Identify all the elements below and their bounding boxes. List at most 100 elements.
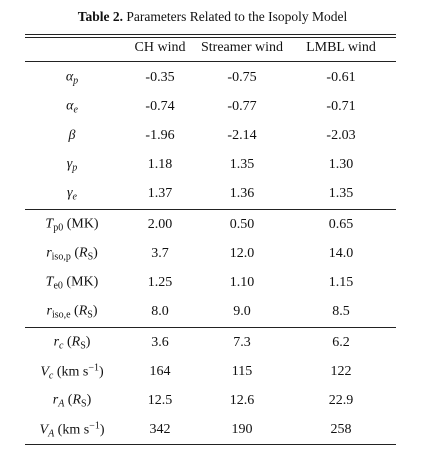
cell: 9.0	[233, 304, 251, 319]
label-part: α	[66, 98, 74, 114]
label-part: γ	[67, 185, 73, 201]
cell: 122	[330, 364, 352, 379]
label-part: (	[64, 392, 73, 408]
cell: -1.96	[145, 128, 175, 143]
label-part: (km s	[53, 364, 89, 380]
column-header: LMBL wind	[306, 40, 376, 55]
cell: 1.30	[328, 157, 354, 172]
cell: -0.77	[227, 99, 257, 114]
cell: 1.25	[147, 275, 173, 290]
cell: 1.35	[229, 157, 255, 172]
cell: 0.50	[229, 217, 255, 232]
row-label: αe	[66, 99, 78, 116]
label-part: T	[45, 216, 54, 232]
cell: 258	[330, 422, 352, 437]
table-caption: Table 2. Parameters Related to the Isopo…	[0, 9, 425, 25]
label-part: (MK)	[62, 274, 99, 290]
label-part: )	[86, 392, 92, 408]
label-part: R	[71, 334, 81, 350]
label-part: r	[46, 303, 52, 319]
label-part: c	[48, 370, 54, 382]
row-label: rA (RS)	[53, 393, 92, 410]
cell: 12.0	[229, 246, 255, 261]
label-part: −1	[88, 362, 99, 374]
cell: 1.35	[328, 186, 354, 201]
cell: 14.0	[328, 246, 354, 261]
row-label: riso,e (RS)	[46, 304, 97, 321]
label-part: V	[40, 364, 49, 380]
rule	[25, 61, 396, 62]
rule	[25, 327, 396, 328]
cell: 115	[231, 364, 253, 379]
label-part: S	[81, 398, 87, 410]
label-part: iso,p	[51, 251, 71, 263]
label-part: (	[70, 303, 79, 319]
top-rule	[25, 37, 396, 38]
label-part: )	[99, 422, 105, 438]
caption-text: Parameters Related to the Isopoly Model	[126, 9, 348, 24]
row-label: αp	[66, 70, 78, 87]
label-part: (	[63, 334, 72, 350]
column-header: Streamer wind	[200, 40, 284, 55]
label-part: e	[73, 104, 78, 116]
cell: 2.00	[147, 217, 173, 232]
label-part: )	[92, 303, 98, 319]
label-part: )	[98, 364, 104, 380]
label-part: γ	[66, 156, 73, 172]
label-part: e	[72, 191, 77, 203]
label-part: iso,e	[51, 309, 71, 321]
cell: 6.2	[332, 335, 350, 350]
cell: -0.35	[145, 70, 175, 85]
cell: -2.03	[326, 128, 356, 143]
rule	[25, 209, 396, 210]
caption-label: Table 2.	[77, 9, 124, 24]
cell: 7.3	[233, 335, 251, 350]
label-part: (MK)	[63, 216, 99, 232]
row-label: Te0 (MK)	[46, 275, 99, 292]
label-part: S	[87, 309, 93, 321]
label-part: β	[68, 128, 76, 143]
rule	[25, 444, 396, 445]
label-part: p0	[53, 222, 64, 234]
top-rule	[25, 34, 396, 35]
cell: 1.36	[229, 186, 255, 201]
cell: -0.61	[326, 70, 356, 85]
label-part: S	[87, 251, 94, 263]
cell: 12.5	[147, 393, 173, 408]
cell: 342	[149, 422, 171, 437]
cell: 3.6	[151, 335, 169, 350]
label-part: V	[39, 422, 49, 438]
cell: 8.5	[332, 304, 350, 319]
column-header: CH wind	[134, 40, 186, 55]
cell: 3.7	[151, 246, 169, 261]
cell: -0.74	[145, 99, 175, 114]
cell: 1.10	[229, 275, 255, 290]
label-part: p	[72, 162, 78, 174]
label-part: )	[93, 245, 98, 261]
label-part: r	[53, 334, 60, 350]
row-label: Tp0 (MK)	[45, 217, 98, 234]
label-part: R	[72, 392, 82, 408]
row-label: Vc (km s−1)	[40, 363, 103, 382]
cell: 1.15	[328, 275, 354, 290]
label-part: R	[79, 245, 88, 261]
label-part: −1	[89, 420, 100, 432]
label-part: c	[59, 340, 64, 352]
cell: 12.6	[229, 393, 255, 408]
cell: 22.9	[328, 393, 354, 408]
cell: 164	[149, 364, 171, 379]
row-label: β	[69, 128, 76, 144]
label-part: S	[80, 340, 86, 352]
label-part: A	[48, 428, 55, 440]
label-part: r	[52, 392, 59, 408]
row-label: rc (RS)	[54, 335, 91, 352]
row-label: γp	[67, 157, 78, 174]
row-label: riso,p (RS)	[46, 246, 98, 263]
label-part: p	[73, 75, 79, 87]
cell: 190	[231, 422, 253, 437]
label-part: A	[58, 398, 65, 410]
row-label: VA (km s−1)	[40, 421, 105, 440]
label-part: α	[65, 69, 74, 85]
cell: -0.71	[326, 99, 356, 114]
cell: 1.37	[147, 186, 173, 201]
